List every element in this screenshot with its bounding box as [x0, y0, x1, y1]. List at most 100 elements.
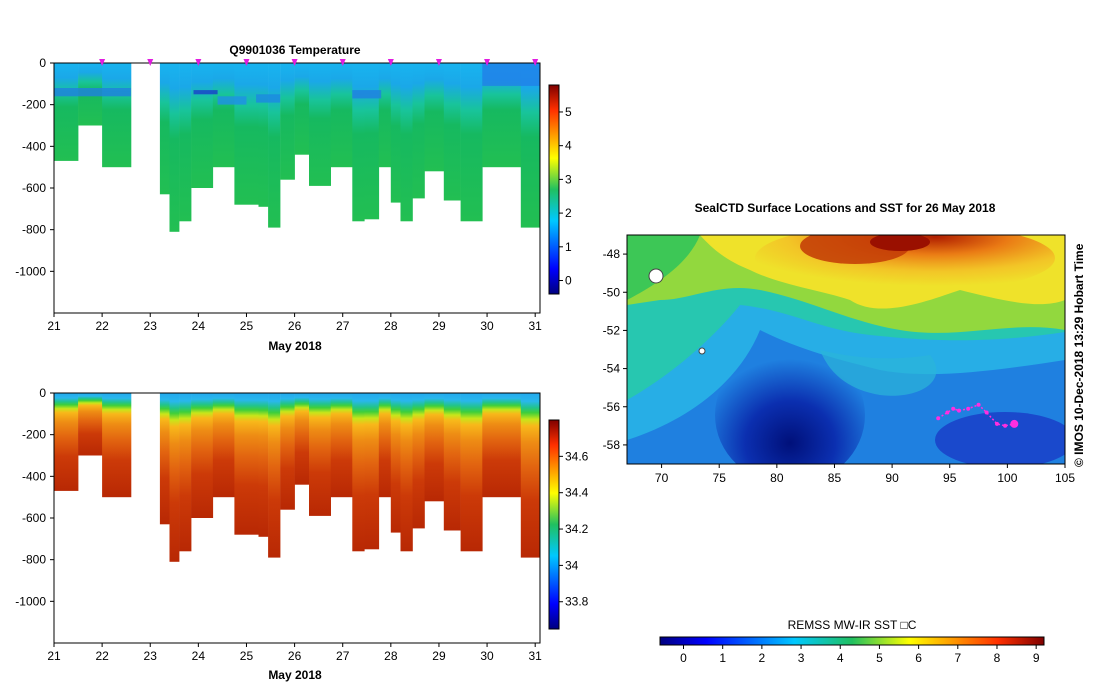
temperature-band — [256, 94, 281, 103]
seal-track-point — [984, 410, 989, 415]
sst-colorbar-tick-label: 4 — [837, 651, 844, 665]
profile-column — [159, 393, 170, 525]
latest-position-marker — [1010, 419, 1019, 428]
profile-column — [258, 63, 269, 207]
salinity-xlabel: May 2018 — [268, 668, 322, 682]
profile-column — [191, 393, 214, 518]
x-tick-label: 31 — [529, 319, 543, 333]
y-tick-label: -800 — [22, 553, 46, 567]
x-tick-label: 29 — [432, 319, 446, 333]
x-tick-label: 21 — [47, 649, 61, 663]
profile-marker-icon — [291, 59, 298, 66]
profile-column — [309, 63, 331, 186]
colorbar-tick-label: 2 — [565, 206, 572, 220]
temperature-band — [352, 90, 382, 99]
y-tick-label: -200 — [22, 428, 46, 442]
profile-marker-icon — [243, 59, 250, 66]
kerguelen-island-icon — [648, 268, 664, 284]
profile-marker-icon — [147, 59, 154, 66]
colorbar-tick-label: 34.6 — [565, 449, 589, 463]
x-tick-label: 27 — [336, 319, 350, 333]
colorbar-tick-label: 0 — [565, 274, 572, 288]
profile-column — [390, 393, 401, 533]
sst-colorbar-tick-label: 3 — [798, 651, 805, 665]
temperature-y-ticks: 0 -200 -400 -600 -800 -1000 — [15, 56, 54, 278]
profile-column — [78, 393, 103, 456]
y-tick-label: -800 — [22, 223, 46, 237]
sst-map-title: SealCTD Surface Locations and SST for 26… — [695, 201, 996, 215]
profile-marker-icon — [387, 59, 394, 66]
x-tick-label: 25 — [240, 649, 254, 663]
profile-column — [424, 63, 444, 172]
map-y-tick-label: -52 — [603, 323, 621, 337]
colorbar-tick-label: 34 — [565, 558, 579, 572]
profile-column — [159, 63, 170, 195]
sst-colorbar-tick-label: 5 — [876, 651, 883, 665]
map-x-tick-label: 80 — [770, 471, 784, 485]
x-tick-label: 27 — [336, 649, 350, 663]
map-y-tick-label: -58 — [603, 438, 621, 452]
profile-marker-icon — [484, 59, 491, 66]
sst-colorbar-ticks: 0 1 2 3 4 5 6 7 8 9 — [680, 645, 1040, 665]
y-tick-label: 0 — [39, 56, 46, 70]
profile-column — [352, 63, 365, 222]
seal-track-point — [966, 406, 971, 411]
colorbar-tick-label: 4 — [565, 139, 572, 153]
profile-column — [212, 63, 235, 168]
profile-column — [280, 393, 295, 510]
seal-track-point — [957, 408, 961, 413]
temperature-band — [193, 90, 218, 95]
profile-column — [390, 63, 401, 203]
profile-column — [460, 63, 483, 222]
profile-column — [54, 393, 79, 491]
salinity-colorbar — [548, 419, 560, 630]
profile-column — [424, 393, 444, 502]
profile-column — [352, 393, 365, 552]
profile-marker-icon — [532, 59, 539, 66]
x-tick-label: 23 — [144, 649, 158, 663]
profile-column — [212, 393, 235, 498]
profile-marker-icon — [195, 59, 202, 66]
profile-column — [412, 63, 425, 199]
profile-column — [234, 63, 259, 205]
sst-colorbar-tick-label: 0 — [680, 651, 687, 665]
profile-column — [54, 63, 79, 161]
profile-column — [169, 63, 180, 232]
salinity-panel: 21 22 23 24 25 26 27 28 29 30 31 0 -200 -400 -600 -800… — [15, 386, 588, 682]
profile-column — [102, 393, 132, 498]
profile-column — [268, 63, 281, 228]
seal-track-point — [936, 416, 941, 421]
map-y-tick-label: -50 — [603, 285, 621, 299]
sst-colorbar-tick-label: 1 — [719, 651, 726, 665]
profile-column — [520, 63, 541, 228]
profile-column — [443, 63, 461, 201]
map-x-tick-label: 85 — [828, 471, 842, 485]
sst-map-panel: SealCTD Surface Locations and SST for 26… — [603, 201, 1086, 665]
x-tick-label: 24 — [192, 649, 206, 663]
profile-marker-icon — [99, 59, 106, 66]
profile-column — [400, 63, 413, 222]
profile-column — [520, 393, 541, 558]
y-tick-label: -600 — [22, 181, 46, 195]
sst-colorbar-label: REMSS MW-IR SST □C — [788, 618, 917, 632]
y-tick-label: -1000 — [15, 594, 46, 608]
sst-map-x-ticks: 70 75 80 85 90 95 100 105 — [655, 464, 1075, 485]
profile-column — [330, 63, 353, 168]
profile-column — [378, 63, 392, 168]
map-x-tick-label: 105 — [1055, 471, 1075, 485]
seal-track-point — [951, 406, 956, 411]
profile-column — [400, 393, 413, 552]
colorbar-tick-label: 34.4 — [565, 486, 589, 500]
temperature-band — [482, 63, 540, 86]
y-tick-label: -200 — [22, 98, 46, 112]
profile-column — [191, 63, 214, 188]
y-tick-label: -400 — [22, 469, 46, 483]
colorbar-tick-label: 1 — [565, 240, 572, 254]
heard-island-icon — [698, 347, 706, 355]
x-tick-label: 24 — [192, 319, 206, 333]
temperature-plot-area — [54, 63, 541, 232]
map-x-tick-label: 100 — [997, 471, 1017, 485]
profile-column — [460, 393, 483, 552]
temperature-panel: Q9901036 Temperature 21 22 23 24 25 26 27 28 29 3… — [15, 43, 572, 353]
seal-track-point — [1003, 423, 1008, 428]
